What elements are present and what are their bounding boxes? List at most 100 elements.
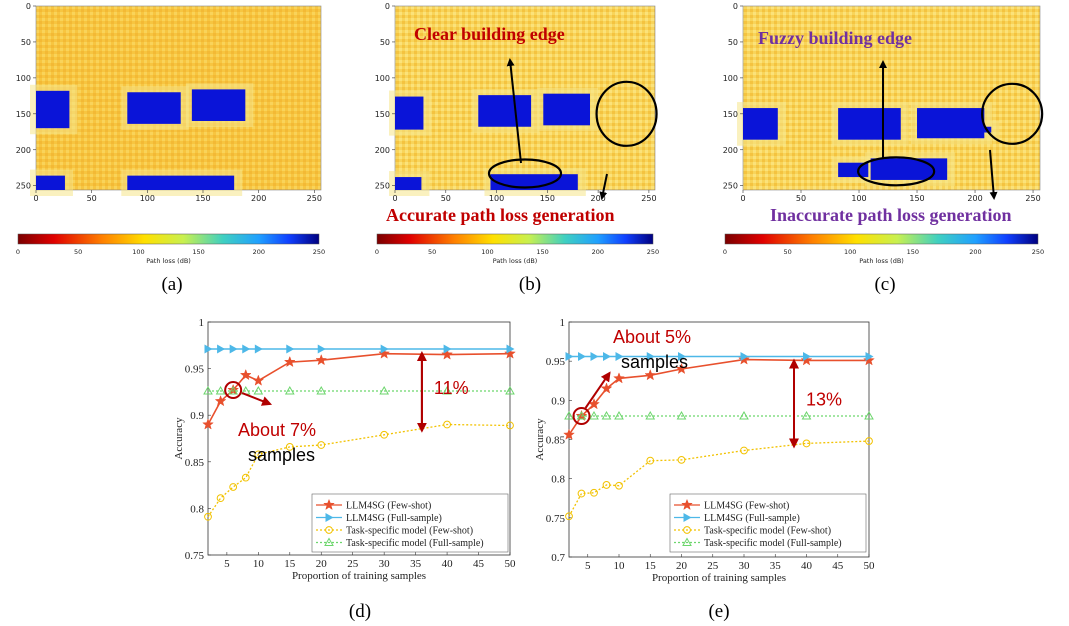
data-point bbox=[204, 512, 212, 521]
data-point bbox=[506, 344, 515, 354]
heatmap-panels: 0 50 100 150 200 250 0 50 100 150 200 250 0 50 100 150 2… bbox=[16, 2, 1044, 295]
data-point bbox=[865, 437, 873, 445]
data-point bbox=[504, 347, 516, 359]
data-point bbox=[317, 441, 326, 449]
data-point bbox=[506, 421, 514, 430]
series-task_full bbox=[564, 410, 874, 420]
y-tick-label: 0 bbox=[733, 2, 738, 11]
highlight-ellipse bbox=[595, 80, 658, 147]
series-line bbox=[568, 440, 870, 517]
series-line bbox=[207, 423, 511, 518]
colorbar-tick-label: 150 bbox=[907, 248, 919, 256]
highlight-ellipse bbox=[487, 158, 563, 189]
y-tick-label: 250 bbox=[723, 182, 738, 191]
data-point bbox=[601, 410, 612, 420]
x-tick-label: 250 bbox=[641, 194, 656, 203]
data-point bbox=[242, 344, 251, 354]
y-tick-label: 0.85 bbox=[185, 457, 205, 469]
y-tick-label: 0.75 bbox=[185, 550, 205, 562]
x-tick-label: 100 bbox=[140, 194, 155, 203]
x-tick-label: 45 bbox=[832, 560, 844, 572]
y-tick-label: 100 bbox=[723, 74, 738, 83]
data-point bbox=[324, 537, 334, 546]
data-point bbox=[803, 351, 811, 361]
panel-label: (e) bbox=[708, 601, 729, 622]
panel-label: (b) bbox=[519, 274, 541, 295]
highlight-arrow bbox=[241, 392, 273, 406]
y-tick-label: 50 bbox=[380, 38, 390, 47]
legend-entry: LLM4SG (Few-shot) bbox=[346, 501, 431, 512]
data-point bbox=[217, 344, 226, 354]
colorbar-tick-label: 250 bbox=[313, 248, 325, 256]
data-point bbox=[284, 385, 295, 395]
colorbar-tick-label: 150 bbox=[192, 248, 204, 256]
building-block bbox=[975, 126, 992, 133]
data-point bbox=[802, 439, 811, 448]
colorbar-tick-label: 100 bbox=[844, 248, 856, 256]
x-tick-label: 150 bbox=[195, 194, 210, 203]
legend-box bbox=[311, 493, 509, 553]
data-point bbox=[683, 513, 692, 522]
colorbar-tick-label: 150 bbox=[536, 248, 548, 256]
colorbar bbox=[724, 233, 1039, 245]
panel-label: (d) bbox=[349, 601, 371, 622]
line-chart-panels: 5 10 15 20 25 30 35 40 45 500.750.80.850.90.951Pr… bbox=[173, 317, 875, 622]
y-axis-label: Accuracy bbox=[173, 417, 185, 460]
data-point bbox=[323, 498, 335, 511]
data-point bbox=[615, 481, 623, 490]
data-point bbox=[283, 355, 296, 368]
data-point bbox=[441, 348, 453, 360]
colorbar-tick-label: 200 bbox=[969, 248, 981, 256]
y-tick-label: 200 bbox=[16, 146, 31, 155]
building-block bbox=[36, 90, 70, 129]
data-point bbox=[227, 383, 240, 396]
arrow-to-accurate bbox=[599, 173, 608, 200]
legend-entry: LLM4SG (Full-sample) bbox=[704, 513, 800, 524]
samples-label: samples bbox=[248, 445, 315, 465]
data-point bbox=[565, 512, 573, 521]
x-tick-label: 35 bbox=[770, 560, 782, 572]
data-point bbox=[228, 385, 239, 395]
data-point bbox=[285, 442, 294, 451]
arrow-to-inaccurate bbox=[989, 149, 998, 200]
x-tick-label: 5 bbox=[585, 560, 591, 572]
data-point bbox=[576, 410, 587, 420]
colorbar-tick-label: 50 bbox=[428, 248, 436, 256]
gap-label: 13% bbox=[806, 389, 842, 409]
building-block bbox=[543, 93, 590, 126]
samples-label: samples bbox=[621, 352, 688, 372]
colorbar-tick-label: 0 bbox=[723, 248, 727, 256]
y-tick-label: 0.8 bbox=[190, 503, 204, 515]
colorbar-tick-label: 0 bbox=[375, 248, 379, 256]
building-block bbox=[395, 96, 424, 130]
x-tick-label: 5 bbox=[224, 558, 230, 570]
colorbar-label: Path loss (dB) bbox=[493, 257, 538, 265]
data-point bbox=[254, 450, 263, 459]
data-point bbox=[317, 344, 326, 354]
x-tick-label: 0 bbox=[392, 194, 397, 203]
y-tick-label: 50 bbox=[728, 38, 738, 47]
y-tick-label: 1 bbox=[560, 317, 566, 329]
data-point bbox=[325, 526, 333, 534]
colorbar-tick-label: 50 bbox=[74, 248, 82, 256]
x-tick-label: 100 bbox=[489, 194, 504, 203]
annotation-fuzzy-edge: Fuzzy building edge bbox=[758, 28, 912, 48]
data-point bbox=[740, 446, 748, 455]
annotation-inaccurate: Inaccurate path loss generation bbox=[770, 205, 1012, 225]
legend-box bbox=[669, 493, 867, 553]
series-llm_full bbox=[565, 351, 874, 361]
panel-label: (a) bbox=[161, 274, 182, 295]
y-tick-label: 200 bbox=[723, 146, 738, 155]
data-point bbox=[443, 420, 451, 429]
y-tick-label: 100 bbox=[375, 74, 390, 83]
x-tick-label: 250 bbox=[307, 194, 322, 203]
y-tick-label: 0.7 bbox=[551, 552, 565, 564]
building-block bbox=[191, 89, 246, 121]
data-point bbox=[239, 368, 252, 381]
colorbar-tick-label: 200 bbox=[592, 248, 604, 256]
data-point bbox=[738, 353, 750, 365]
x-tick-label: 50 bbox=[796, 194, 806, 203]
legend: LLM4SG (Few-shot)LLM4SG (Full-sample) Tas… bbox=[669, 493, 867, 553]
data-point bbox=[565, 351, 574, 361]
